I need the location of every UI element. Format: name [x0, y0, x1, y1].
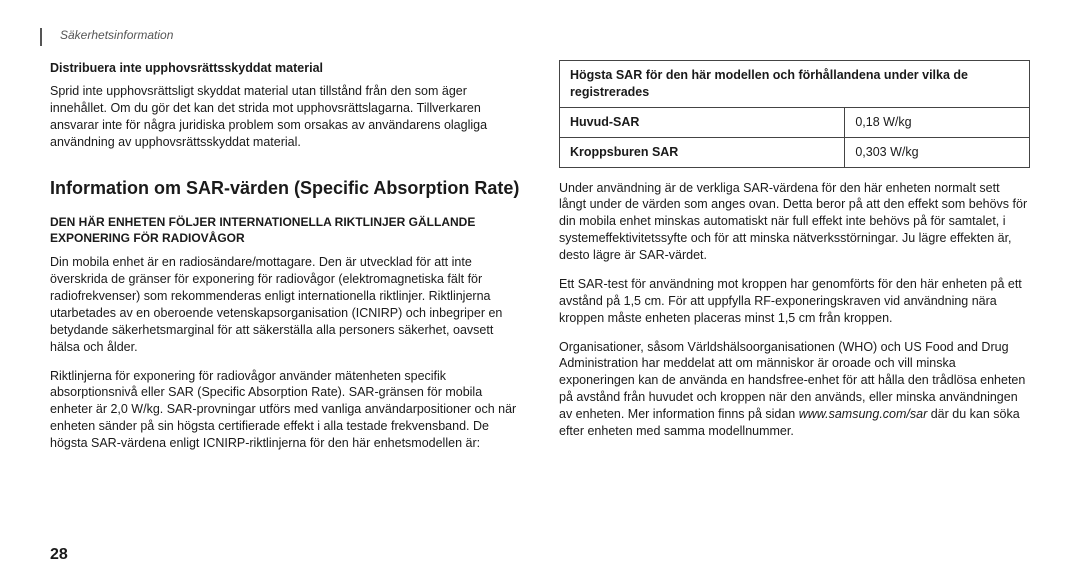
section-label: Säkerhetsinformation [60, 28, 1030, 42]
sar-table-header: Högsta SAR för den här modellen och förh… [560, 61, 1030, 108]
sar-head-label: Huvud-SAR [560, 107, 845, 137]
header-divider [40, 28, 42, 46]
para-sar-limits: Riktlinjerna för exponering för radiovåg… [50, 368, 521, 452]
sar-body-label: Kroppsburen SAR [560, 137, 845, 167]
table-row: Huvud-SAR 0,18 W/kg [560, 107, 1030, 137]
right-column: Högsta SAR för den här modellen och förh… [559, 60, 1030, 464]
subhead-guidelines: DEN HÄR ENHETEN FÖLJER INTERNATIONELLA R… [50, 214, 521, 246]
content-columns: Distribuera inte upphovsrättsskyddat mat… [50, 60, 1030, 464]
page-number: 28 [50, 546, 68, 564]
table-row: Högsta SAR för den här modellen och förh… [560, 61, 1030, 108]
sar-table: Högsta SAR för den här modellen och förh… [559, 60, 1030, 168]
sar-head-value: 0,18 W/kg [845, 107, 1030, 137]
para-copyright: Sprid inte upphovsrättsligt skyddat mate… [50, 83, 521, 151]
sar-url: www.samsung.com/sar [799, 407, 928, 421]
sar-body-value: 0,303 W/kg [845, 137, 1030, 167]
para-body-test: Ett SAR-test för användning mot kroppen … [559, 276, 1030, 327]
table-row: Kroppsburen SAR 0,303 W/kg [560, 137, 1030, 167]
subhead-copyright: Distribuera inte upphovsrättsskyddat mat… [50, 60, 521, 77]
para-device-desc: Din mobila enhet är en radiosändare/mott… [50, 254, 521, 355]
left-column: Distribuera inte upphovsrättsskyddat mat… [50, 60, 521, 464]
para-organizations: Organisationer, såsom Världshälsoorganis… [559, 339, 1030, 440]
heading-sar: Information om SAR-värden (Specific Abso… [50, 178, 521, 200]
para-actual-values: Under användning är de verkliga SAR-värd… [559, 180, 1030, 264]
